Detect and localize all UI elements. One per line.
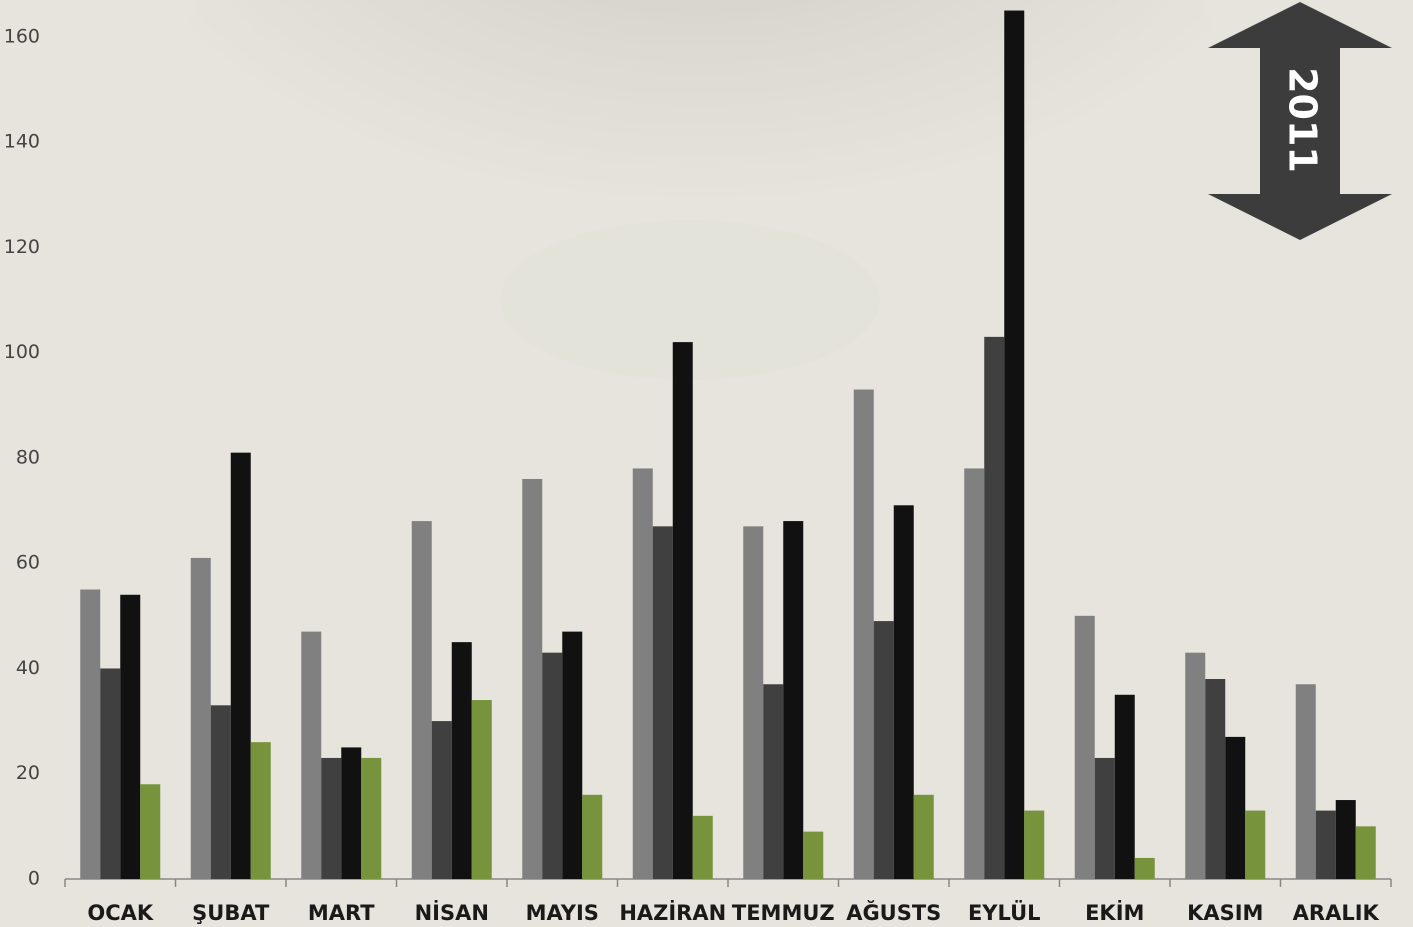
y-tick-label: 80 (16, 446, 40, 468)
bar (432, 721, 452, 879)
x-tick-label: ŞUBAT (192, 901, 270, 925)
x-tick-label: AĞUSTS (846, 900, 941, 925)
bar (914, 795, 934, 879)
bar (120, 595, 140, 879)
y-tick-label: 60 (16, 552, 40, 574)
bar (412, 521, 432, 879)
bar (452, 642, 472, 879)
x-tick-label: TEMMUZ (732, 901, 835, 925)
bar (1095, 758, 1115, 879)
bar (633, 468, 653, 879)
bar (854, 389, 874, 879)
y-tick-label: 140 (4, 131, 40, 153)
bar (191, 558, 211, 879)
bar (763, 684, 783, 879)
bar (1135, 858, 1155, 879)
bar (80, 590, 100, 879)
bar (231, 453, 251, 879)
bar (140, 784, 160, 879)
bar (100, 668, 120, 879)
y-tick-label: 160 (4, 25, 40, 47)
x-tick-label: KASIM (1187, 901, 1263, 925)
bar (321, 758, 341, 879)
bar (1336, 800, 1356, 879)
bar (1024, 811, 1044, 879)
chart: 2011 0 20 40 60 80 100 120 140 160 OCAK ŞUBAT MART N… (0, 0, 1413, 927)
x-tick-label: EYLÜL (968, 900, 1041, 925)
annotation: 2011 (1281, 67, 1325, 173)
bar (693, 816, 713, 879)
x-tick-label: MAYIS (526, 901, 599, 925)
bar (1356, 826, 1376, 879)
bar (783, 521, 803, 879)
y-tick-label: 20 (16, 762, 40, 784)
bar (874, 621, 894, 879)
y-tick-label: 0 (28, 868, 40, 890)
bar (251, 742, 271, 879)
x-tick-label: EKİM (1085, 900, 1144, 925)
bar (1296, 684, 1316, 879)
x-tick-label: MART (308, 901, 375, 925)
x-tick-label: ARALIK (1293, 901, 1380, 925)
y-tick-label: 40 (16, 657, 40, 679)
bar (964, 468, 984, 879)
bar (1004, 11, 1024, 879)
bar (984, 337, 1004, 879)
bar (1245, 811, 1265, 879)
bar (1115, 695, 1135, 879)
bar (301, 632, 321, 879)
bar (673, 342, 693, 879)
bar (562, 632, 582, 879)
bar (1075, 616, 1095, 879)
bar (582, 795, 602, 879)
bar (542, 653, 562, 879)
bar (653, 526, 673, 879)
x-tick-label: NİSAN (415, 900, 489, 925)
bar (1225, 737, 1245, 879)
x-tick-label: HAZİRAN (619, 900, 726, 925)
bar (211, 705, 231, 879)
y-tick-label: 100 (4, 341, 40, 363)
bar (341, 747, 361, 879)
x-tick-label: OCAK (87, 901, 154, 925)
bar (522, 479, 542, 879)
bar (361, 758, 381, 879)
bar (1185, 653, 1205, 879)
bar (743, 526, 763, 879)
bar (472, 700, 492, 879)
bar (803, 832, 823, 879)
bar (894, 505, 914, 879)
bar (1205, 679, 1225, 879)
bar (1316, 811, 1336, 879)
y-tick-label: 120 (4, 236, 40, 258)
